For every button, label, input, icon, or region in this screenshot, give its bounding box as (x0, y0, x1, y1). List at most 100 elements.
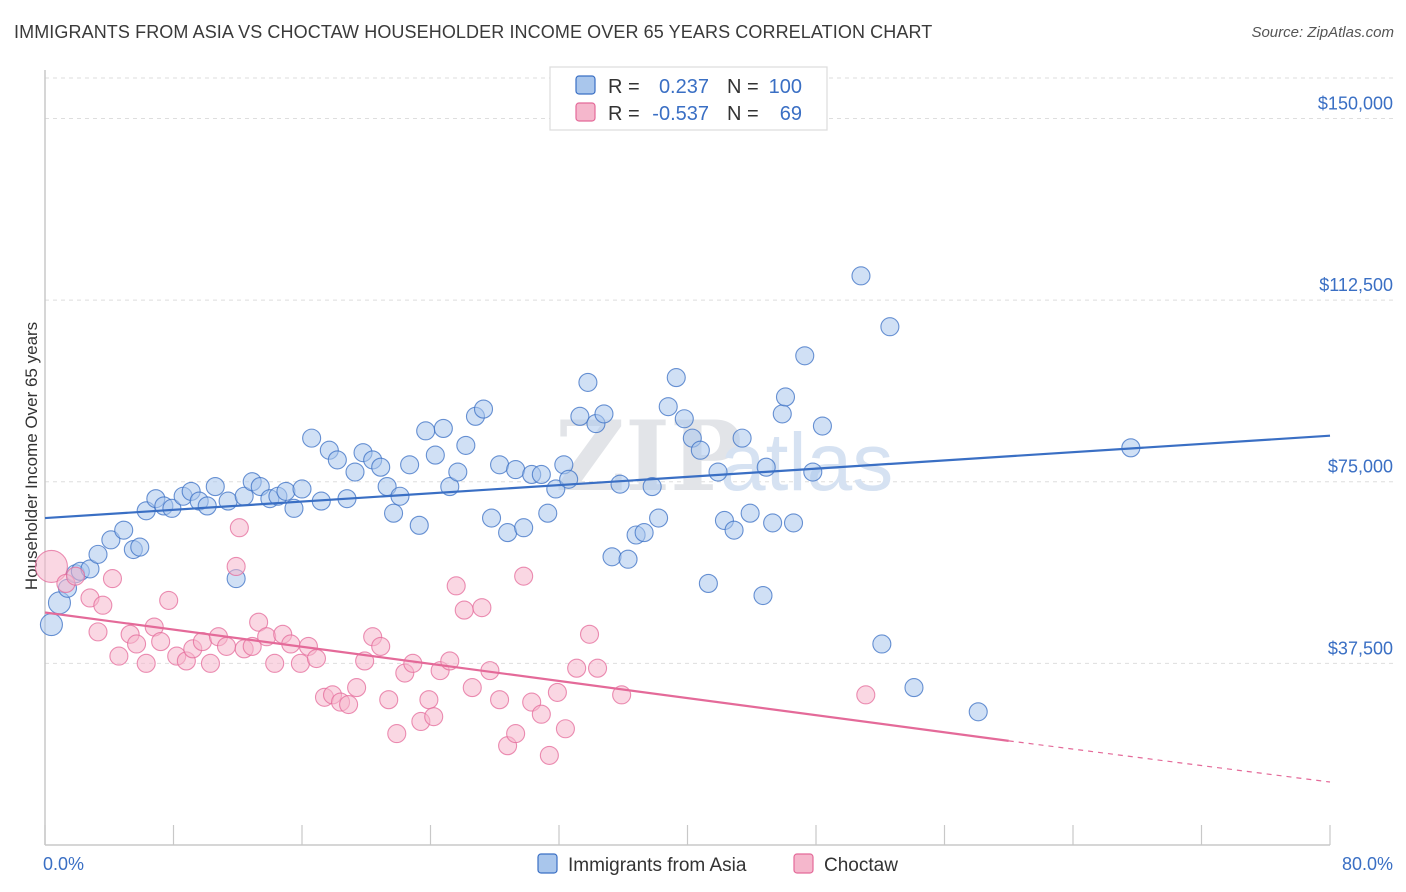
choctaw-point-22 (229, 518, 249, 538)
asia-point-18 (197, 496, 217, 516)
choctaw-point-7 (109, 646, 129, 666)
choctaw-point-30 (290, 653, 310, 673)
choctaw-point-4 (88, 622, 108, 642)
asia-trend-line (44, 434, 1331, 520)
asia-point-27 (276, 481, 296, 501)
choctaw-point-27 (265, 653, 285, 673)
choctaw-point-66 (587, 658, 608, 678)
asia-point-6 (88, 544, 108, 564)
choctaw-point-62 (547, 682, 567, 702)
asia-point-68 (610, 474, 630, 494)
asia-point-49 (456, 435, 476, 455)
legend-r-label-0: R = (608, 76, 640, 98)
legend-r-value-1: -0.537 (652, 103, 709, 125)
y-tick-label-0: $37,500 (1328, 638, 1393, 658)
choctaw-point-9 (127, 634, 147, 654)
asia-point-91 (795, 346, 815, 366)
asia-point-19 (205, 477, 225, 497)
choctaw-point-5 (93, 595, 113, 615)
choctaw-point-25 (249, 612, 269, 632)
x-axis-tick-labels: 0.0% 80.0% (43, 854, 1393, 874)
choctaw-point-24 (242, 636, 262, 656)
grid-lines (45, 77, 1395, 664)
choctaw-point-37 (347, 678, 367, 698)
asia-point-43 (409, 515, 429, 535)
choctaw-point-0 (34, 549, 68, 584)
asia-point-93 (812, 416, 832, 436)
asia-point-90 (783, 513, 804, 533)
bottom-legend-swatch-asia (537, 853, 558, 874)
legend-box (549, 66, 828, 131)
bottom-legend-label-asia: Immigrants from Asia (568, 855, 747, 876)
choctaw-point-64 (567, 658, 587, 678)
legend-r-value-0: 0.237 (659, 76, 709, 98)
asia-point-69 (618, 549, 638, 569)
asia-point-30 (302, 428, 322, 448)
asia-point-75 (666, 368, 686, 388)
choctaw-point-40 (371, 636, 391, 656)
choctaw-point-60 (531, 704, 551, 724)
asia-point-73 (649, 508, 669, 528)
asia-point-40 (384, 503, 404, 523)
choctaw-point-52 (462, 678, 482, 698)
y-tick-label-1: $75,000 (1328, 457, 1393, 477)
choctaw-point-6 (102, 569, 123, 589)
asia-point-84 (740, 503, 760, 523)
asia-point-71 (634, 523, 654, 543)
asia-point-46 (433, 418, 453, 438)
legend-r-label-1: R = (608, 103, 640, 125)
y-axis-label: Householder Income Over 65 years (22, 322, 41, 590)
choctaw-trend-extension (1008, 740, 1331, 783)
y-tick-label-3: $150,000 (1318, 93, 1393, 113)
asia-point-98 (968, 702, 988, 722)
choctaw-point-63 (555, 719, 575, 739)
asia-point-44 (416, 421, 436, 441)
asia-point-52 (481, 508, 502, 528)
asia-point-58 (531, 464, 551, 485)
asia-point-54 (498, 523, 518, 543)
x-tick-label-1: 80.0% (1342, 854, 1393, 874)
choctaw-point-42 (387, 724, 407, 744)
asia-point-83 (732, 428, 752, 448)
choctaw-point-50 (446, 576, 466, 596)
choctaw-point-51 (454, 600, 474, 620)
asia-point-38 (371, 457, 391, 477)
asia-point-74 (658, 397, 678, 417)
trend-lines (44, 434, 1331, 783)
asia-point-76 (674, 409, 694, 429)
asia-point-56 (514, 518, 534, 538)
legend-n-label-1: N = (727, 103, 759, 125)
asia-point-8 (114, 520, 134, 540)
asia-point-87 (763, 513, 783, 533)
asia-point-64 (578, 372, 598, 392)
bottom-legend-label-choctaw: Choctaw (824, 855, 898, 876)
bottom-legend-swatch-choctaw (793, 853, 814, 874)
asia-point-82 (724, 520, 744, 540)
legend-n-label-0: N = (727, 76, 759, 98)
asia-point-29 (292, 479, 312, 499)
asia-point-42 (400, 455, 420, 475)
chart-title: IMMIGRANTS FROM ASIA VS CHOCTAW HOUSEHOL… (14, 22, 933, 42)
asia-point-78 (690, 440, 710, 460)
choctaw-point-32 (306, 648, 327, 669)
choctaw-point-55 (490, 690, 510, 710)
asia-point-79 (698, 573, 718, 593)
asia-point-59 (538, 503, 558, 523)
series-legend: Immigrants from Asia Choctaw (537, 853, 898, 876)
choctaw-point-46 (419, 690, 439, 710)
asia-point-48 (448, 462, 468, 482)
asia-point-0 (39, 613, 63, 637)
correlation-legend: R = 0.237 N = 100 R = -0.537 N = 69 (549, 66, 828, 131)
x-tick-label-0: 0.0% (43, 854, 84, 874)
choctaw-trend-line (44, 611, 1009, 742)
choctaw-point-68 (856, 685, 876, 705)
choctaw-point-10 (136, 653, 156, 673)
choctaw-point-13 (159, 590, 179, 610)
asia-point-72 (642, 477, 662, 497)
asia-point-67 (602, 547, 622, 567)
asia-point-66 (594, 404, 614, 424)
asia-point-96 (880, 317, 900, 337)
choctaw-point-41 (379, 690, 399, 710)
legend-n-value-1: 69 (780, 103, 802, 125)
